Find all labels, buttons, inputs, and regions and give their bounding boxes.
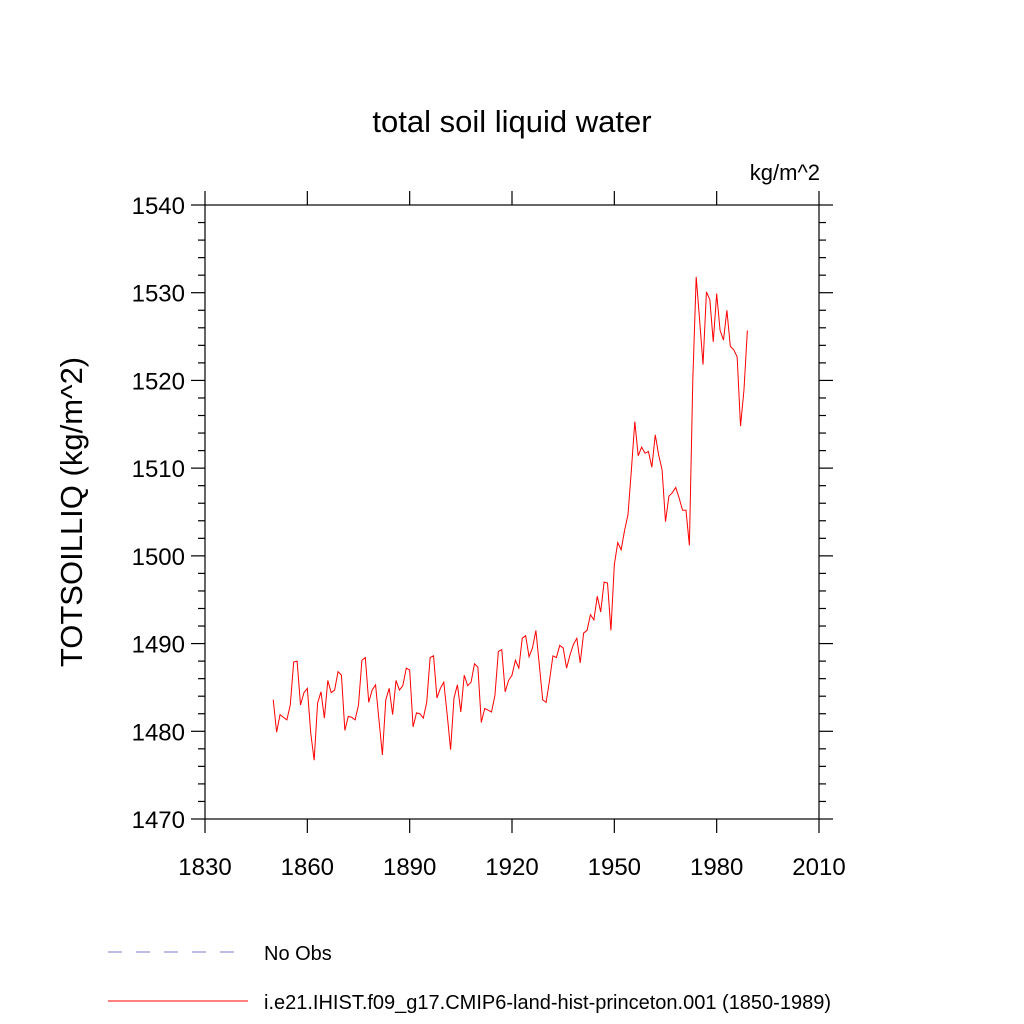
legend-label: i.e21.IHIST.f09_g17.CMIP6-land-hist-prin…	[264, 992, 831, 1014]
y-tick-label: 1470	[132, 807, 185, 834]
chart-title: total soil liquid water	[372, 104, 651, 139]
plot-frame	[204, 204, 820, 820]
x-tick-label: 1890	[383, 854, 436, 881]
x-tick-label: 1860	[281, 854, 334, 881]
x-tick-label: 2010	[792, 854, 845, 881]
units-label: kg/m^2	[750, 160, 820, 185]
x-tick-label: 1830	[178, 854, 231, 881]
x-tick-label: 1950	[588, 854, 641, 881]
y-tick-label: 1520	[132, 368, 185, 395]
x-tick-label: 1920	[485, 854, 538, 881]
y-tick-label: 1500	[132, 544, 185, 571]
x-tick-label: 1980	[690, 854, 743, 881]
legend-label: No Obs	[264, 943, 332, 965]
y-tick-label: 1540	[132, 193, 185, 220]
y-tick-label: 1480	[132, 719, 185, 746]
y-tick-label: 1490	[132, 632, 185, 659]
y-tick-label: 1510	[132, 456, 185, 483]
y-axis-label: TOTSOILLIQ (kg/m^2)	[54, 357, 89, 667]
data-line	[272, 276, 748, 761]
y-tick-label: 1530	[132, 281, 185, 308]
